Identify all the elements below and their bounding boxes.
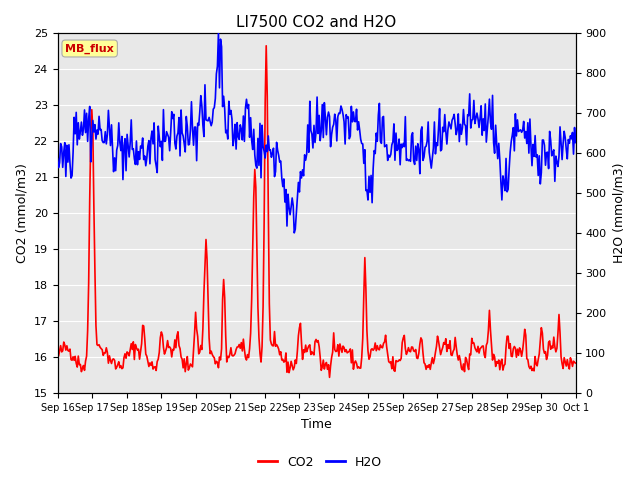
Text: MB_flux: MB_flux (65, 43, 114, 54)
X-axis label: Time: Time (301, 419, 332, 432)
Title: LI7500 CO2 and H2O: LI7500 CO2 and H2O (236, 15, 397, 30)
Y-axis label: H2O (mmol/m3): H2O (mmol/m3) (612, 163, 625, 263)
Legend: CO2, H2O: CO2, H2O (253, 451, 387, 474)
Y-axis label: CO2 (mmol/m3): CO2 (mmol/m3) (15, 163, 28, 263)
